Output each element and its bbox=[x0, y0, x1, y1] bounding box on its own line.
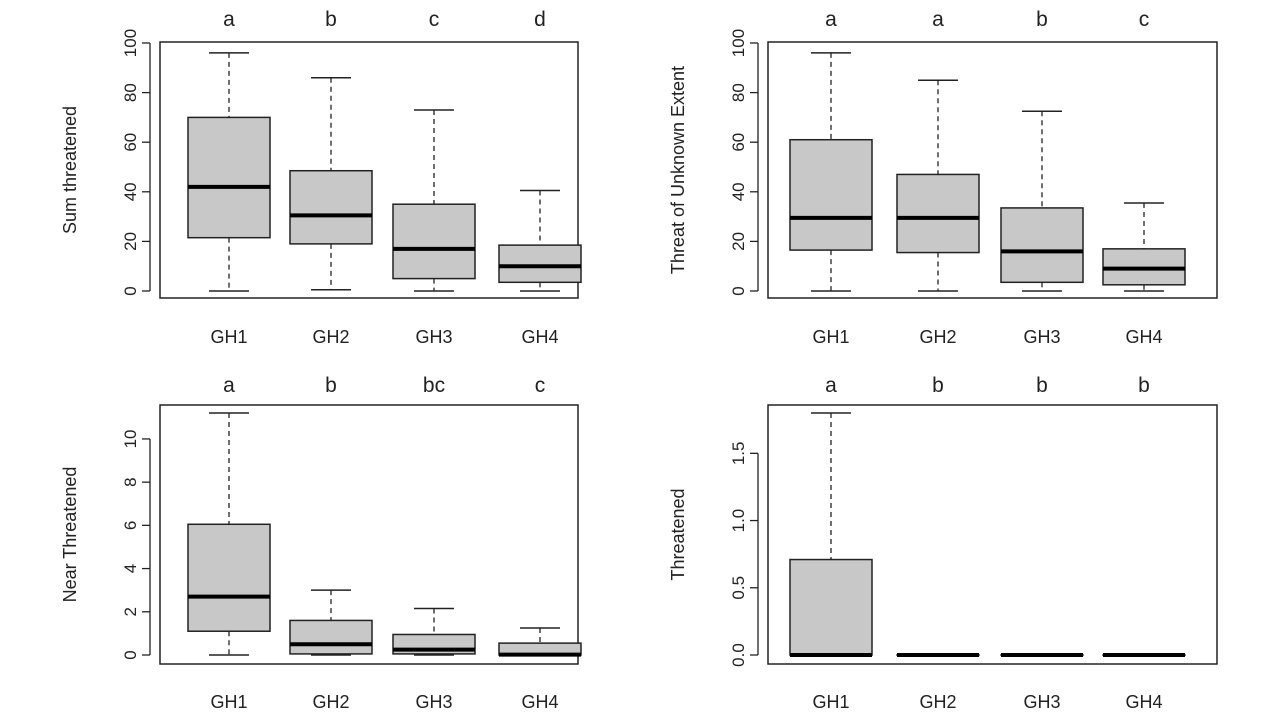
panel-1-gh4-box bbox=[499, 245, 581, 282]
panel-4-gh3-significance-letter: b bbox=[1036, 374, 1048, 397]
panel-3-gh4-category-label: GH4 bbox=[521, 692, 558, 712]
panel-3-gh4-significance-letter: c bbox=[535, 374, 546, 397]
panel-4-gh1-significance-letter: a bbox=[825, 374, 837, 397]
panel-4-y-label: Threatened bbox=[668, 488, 688, 580]
panel-4-gh4-category-label: GH4 bbox=[1125, 692, 1162, 712]
panel-1-gh2-box bbox=[290, 171, 372, 244]
panel-4-gh3-category-label: GH3 bbox=[1023, 692, 1060, 712]
panel-2-y-tick-label: 40 bbox=[729, 182, 748, 201]
panel-4-gh2-category-label: GH2 bbox=[919, 692, 956, 712]
panel-3-gh2-significance-letter: b bbox=[325, 374, 337, 397]
panel-3-gh1-significance-letter: a bbox=[223, 374, 235, 397]
panel-4-y-tick-label: 0.0 bbox=[729, 643, 748, 667]
panel-2-gh1-box bbox=[790, 140, 872, 250]
panel-2-gh4-category-label: GH4 bbox=[1125, 327, 1162, 347]
panel-4-y-tick-label: 0.5 bbox=[729, 576, 748, 600]
panel-1-gh1-category-label: GH1 bbox=[210, 327, 247, 347]
panel-2-gh1-category-label: GH1 bbox=[812, 327, 849, 347]
panel-1-y-tick-label: 20 bbox=[121, 232, 140, 251]
panel-3-y-tick-label: 0 bbox=[121, 650, 140, 659]
panel-4-gh1-category-label: GH1 bbox=[812, 692, 849, 712]
panel-3-y-tick-label: 2 bbox=[121, 607, 140, 616]
panel-4-y-tick-label: 1.5 bbox=[729, 442, 748, 466]
panel-3-gh1-box bbox=[188, 524, 270, 631]
panel-2-y-tick-label: 100 bbox=[729, 29, 748, 57]
panel-1-gh4-category-label: GH4 bbox=[521, 327, 558, 347]
panel-2-y-tick-label: 0 bbox=[729, 286, 748, 295]
panel-3-gh2-box bbox=[290, 620, 372, 653]
panel-2-gh2-category-label: GH2 bbox=[919, 327, 956, 347]
panel-2-gh4-significance-letter: c bbox=[1139, 8, 1150, 31]
panel-1-gh2-category-label: GH2 bbox=[312, 327, 349, 347]
panel-1-y-tick-label: 100 bbox=[121, 29, 140, 57]
panel-3-y-tick-label: 6 bbox=[121, 521, 140, 530]
panel-3-gh3-significance-letter: bc bbox=[423, 374, 445, 397]
panel-1-gh4-significance-letter: d bbox=[534, 8, 546, 31]
panel-2-gh3-category-label: GH3 bbox=[1023, 327, 1060, 347]
panel-1-y-tick-label: 0 bbox=[121, 286, 140, 295]
panel-1-gh3-box bbox=[393, 204, 475, 278]
panel-2-y-tick-label: 60 bbox=[729, 133, 748, 152]
panel-3-y-label: Near Threatened bbox=[60, 467, 80, 603]
panel-1-gh1-significance-letter: a bbox=[223, 8, 235, 31]
panel-2-y-tick-label: 80 bbox=[729, 83, 748, 102]
panel-2-y-tick-label: 20 bbox=[729, 232, 748, 251]
panel-3-y-tick-label: 10 bbox=[121, 429, 140, 448]
panel-1-gh2-significance-letter: b bbox=[325, 8, 337, 31]
panel-3-y-tick-label: 8 bbox=[121, 477, 140, 486]
panel-3-y-tick-label: 4 bbox=[121, 564, 140, 573]
panel-1-gh3-category-label: GH3 bbox=[415, 327, 452, 347]
panel-4-gh4-significance-letter: b bbox=[1138, 374, 1150, 397]
panel-2-gh2-significance-letter: a bbox=[932, 8, 944, 31]
panel-2-gh2-box bbox=[897, 174, 979, 252]
panel-2-y-label: Threat of Unknown Extent bbox=[668, 66, 688, 274]
panel-1-y-label: Sum threatened bbox=[60, 106, 80, 234]
panel-4-gh1-box bbox=[790, 560, 872, 655]
panel-2-gh1-significance-letter: a bbox=[825, 8, 837, 31]
panel-4-y-tick-label: 1.0 bbox=[729, 509, 748, 533]
panel-4-gh2-significance-letter: b bbox=[932, 374, 944, 397]
panel-2-gh3-significance-letter: b bbox=[1036, 8, 1048, 31]
panel-2-gh3-box bbox=[1001, 208, 1083, 282]
panel-3-gh1-category-label: GH1 bbox=[210, 692, 247, 712]
panel-3-gh3-category-label: GH3 bbox=[415, 692, 452, 712]
panel-1-gh3-significance-letter: c bbox=[429, 8, 440, 31]
panel-1-y-tick-label: 80 bbox=[121, 83, 140, 102]
panel-1-gh1-box bbox=[188, 117, 270, 237]
panel-1-y-tick-label: 60 bbox=[121, 133, 140, 152]
panel-3-gh2-category-label: GH2 bbox=[312, 692, 349, 712]
panel-1-y-tick-label: 40 bbox=[121, 182, 140, 201]
